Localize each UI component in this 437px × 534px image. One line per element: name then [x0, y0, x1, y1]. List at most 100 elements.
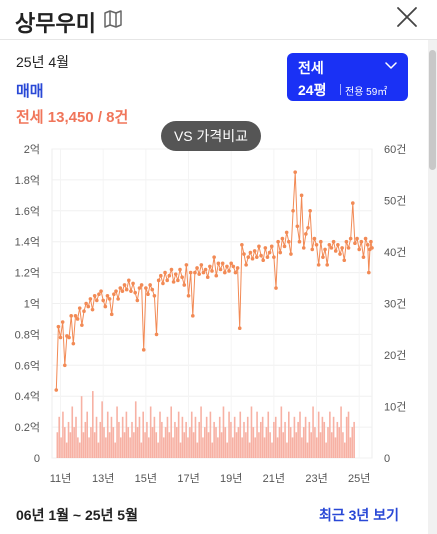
volume-bar	[248, 442, 251, 458]
right-tick-label: 30건	[384, 298, 406, 311]
price-point	[229, 261, 233, 266]
volume-bar	[213, 421, 215, 458]
scrollbar-thumb[interactable]	[429, 50, 436, 170]
price-point	[327, 242, 332, 247]
right-tick-label: 10건	[384, 401, 406, 414]
date-range-label: 06년 1월 ~ 25년 5월	[16, 507, 138, 523]
price-point	[299, 193, 304, 198]
price-point	[101, 298, 105, 303]
volume-bar	[325, 442, 327, 458]
left-tick-label: 0.8억	[15, 328, 40, 341]
close-icon[interactable]	[394, 4, 420, 30]
volume-bar	[75, 416, 77, 458]
price-point	[225, 264, 229, 269]
volume-bar	[93, 432, 96, 458]
price-point	[231, 264, 236, 269]
volume-bar	[99, 421, 102, 458]
volume-bar	[172, 437, 174, 458]
price-point	[182, 283, 187, 287]
volume-bar	[267, 411, 270, 458]
price-point	[284, 230, 289, 235]
map-icon[interactable]	[103, 9, 123, 29]
x-tick-label: 19년	[220, 472, 242, 485]
type-area-selector[interactable]: 전세 24평 전용 59㎡	[287, 53, 408, 101]
price-point	[148, 283, 152, 287]
price-point	[163, 270, 167, 275]
price-point	[220, 261, 225, 266]
price-point	[233, 270, 238, 275]
price-point	[370, 246, 374, 250]
price-point	[361, 255, 366, 259]
volume-bar	[299, 411, 301, 458]
price-point	[124, 287, 129, 292]
price-point	[342, 258, 347, 263]
volume-bar	[301, 437, 303, 458]
price-point	[114, 289, 118, 293]
recent-3-years-link[interactable]: 최근 3년 보기	[319, 507, 399, 523]
x-tick-label: 23년	[305, 472, 327, 485]
price-point	[205, 275, 210, 280]
volume-bar	[155, 432, 158, 458]
volume-bar	[77, 437, 79, 458]
price-point	[161, 281, 165, 286]
left-tick-label: 1.8억	[15, 174, 40, 187]
price-point	[105, 293, 110, 298]
volume-bar	[310, 432, 312, 458]
volume-bar	[252, 427, 255, 458]
volume-bar	[261, 416, 264, 458]
price-point	[54, 388, 59, 392]
x-tick-label: 25년	[348, 472, 370, 485]
price-point	[259, 253, 263, 258]
price-point	[109, 312, 114, 317]
price-point	[278, 250, 283, 255]
left-tick-label: 0.2억	[15, 421, 40, 434]
price-point	[250, 256, 255, 261]
left-tick-label: 2억	[24, 143, 40, 156]
volume-bar	[151, 427, 154, 458]
selector-area: 전용 59㎡	[345, 87, 388, 98]
volume-bar	[306, 442, 309, 458]
volume-bar	[105, 437, 107, 458]
volume-bar	[86, 411, 88, 458]
volume-bar	[293, 416, 296, 458]
volume-bar	[220, 432, 223, 458]
volume-bar	[336, 421, 339, 458]
price-point	[152, 293, 157, 298]
price-point	[92, 293, 97, 298]
volume-bar	[347, 411, 350, 458]
volume-bar	[92, 391, 94, 458]
scrollbar[interactable]	[428, 40, 437, 534]
volume-bar	[73, 427, 75, 458]
left-tick-label: 0	[34, 453, 40, 465]
volume-bar	[187, 437, 189, 458]
volume-bar	[276, 437, 279, 458]
volume-bar	[136, 427, 139, 458]
volume-bar	[345, 416, 348, 458]
volume-bar	[338, 427, 340, 458]
price-point	[310, 247, 315, 252]
volume-bar	[245, 432, 247, 458]
price-point	[267, 250, 272, 255]
volume-bar	[284, 421, 286, 458]
price-point	[346, 246, 351, 250]
volume-bar	[60, 437, 62, 458]
price-point	[321, 255, 325, 259]
volume-bar	[288, 411, 290, 458]
price-point	[331, 239, 336, 244]
price-point	[150, 287, 155, 292]
volume-bar	[129, 437, 131, 458]
price-point	[144, 286, 148, 290]
price-point	[77, 306, 82, 310]
volume-bar	[205, 416, 208, 458]
vs-compare-button[interactable]: VS 가격비교	[161, 121, 261, 151]
volume-bar	[202, 437, 204, 458]
period-label: 25년 4월	[16, 54, 70, 70]
volume-bar	[123, 432, 126, 458]
price-point	[295, 224, 300, 229]
volume-bar	[351, 427, 354, 458]
price-point	[146, 292, 150, 297]
volume-bar	[265, 427, 268, 458]
volume-bar	[280, 406, 283, 458]
volume-bar	[103, 427, 105, 458]
